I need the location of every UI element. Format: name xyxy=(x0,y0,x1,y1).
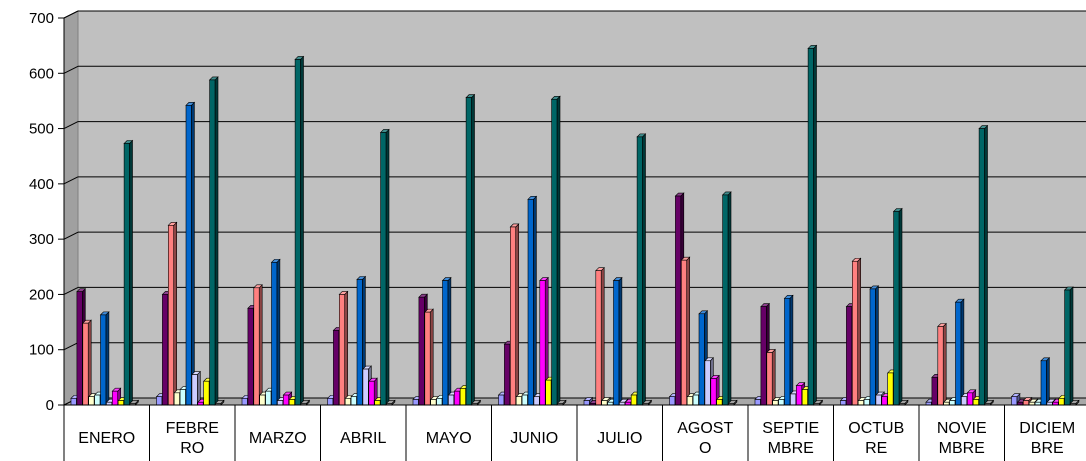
axes xyxy=(63,18,1086,406)
bars xyxy=(70,44,1080,406)
bar xyxy=(813,399,824,406)
y-tick-label: 300 xyxy=(29,231,54,248)
bar xyxy=(595,266,605,406)
bar xyxy=(270,258,281,406)
bar xyxy=(465,93,476,406)
category-label: ABRIL xyxy=(340,430,386,447)
plot-back-wall xyxy=(77,10,1086,399)
category-label: MAYO xyxy=(426,430,472,447)
bar xyxy=(766,348,776,406)
bar xyxy=(550,95,561,406)
category-label: NOVIE MBRE xyxy=(937,420,987,457)
gridline-side xyxy=(63,121,79,130)
bar xyxy=(167,221,178,406)
bar xyxy=(471,399,482,406)
category-label: MARZO xyxy=(249,430,307,447)
gridlines xyxy=(63,10,1086,406)
gridline-side xyxy=(63,286,79,295)
bar xyxy=(680,256,691,406)
bar xyxy=(208,76,219,406)
y-tick-label: 100 xyxy=(29,342,54,359)
bar xyxy=(612,276,623,406)
category-label: AGOST O xyxy=(677,420,733,457)
y-tick-label: 600 xyxy=(29,65,54,82)
bar xyxy=(783,294,794,406)
bar xyxy=(937,322,947,406)
y-tick-label: 400 xyxy=(29,176,54,193)
bar xyxy=(129,399,140,406)
bar xyxy=(253,284,263,406)
bar xyxy=(851,257,862,406)
bar xyxy=(123,139,134,406)
bar xyxy=(99,311,110,406)
bar xyxy=(954,298,965,406)
category-label: FEBRE RO xyxy=(166,420,219,457)
bar xyxy=(984,399,995,406)
bar xyxy=(642,399,653,406)
bar xyxy=(898,399,909,406)
bar xyxy=(892,207,903,406)
bar xyxy=(379,128,390,406)
bar xyxy=(727,399,738,406)
category-label: ENERO xyxy=(78,430,135,447)
y-tick-label: 0 xyxy=(46,397,54,414)
y-tick-label: 700 xyxy=(29,10,54,27)
bar xyxy=(1063,286,1074,406)
bar xyxy=(978,124,989,406)
bar xyxy=(300,399,311,406)
bar xyxy=(82,319,92,406)
category-label: SEPTIE MBRE xyxy=(762,420,819,457)
category-label: DICIEM BRE xyxy=(1019,420,1075,457)
gridline-side xyxy=(63,231,79,240)
bar xyxy=(441,276,452,406)
gridline-side xyxy=(63,10,79,19)
bar xyxy=(185,101,196,406)
category-label: JUNIO xyxy=(510,430,558,447)
bar xyxy=(1040,357,1051,406)
bar xyxy=(338,290,349,406)
bar xyxy=(424,308,434,406)
bar xyxy=(527,195,538,406)
bar xyxy=(807,44,818,406)
gridline-side xyxy=(63,65,79,74)
bar xyxy=(869,285,880,406)
bar xyxy=(294,55,305,406)
y-tick-label: 200 xyxy=(29,286,54,303)
bar xyxy=(721,191,732,406)
bar xyxy=(636,133,647,406)
bar xyxy=(385,399,396,406)
bar xyxy=(1069,399,1080,406)
bar xyxy=(509,223,520,406)
category-label: OCTUB RE xyxy=(848,420,904,457)
bar xyxy=(556,399,567,406)
bar xyxy=(191,370,202,406)
gridline-side xyxy=(63,176,79,185)
bar xyxy=(214,399,225,406)
gridline-side xyxy=(63,342,79,351)
category-table: ENERO FEBRE RO MARZO ABRIL MAYO JUNIO JULIO AGOS… xyxy=(63,405,1075,461)
bar xyxy=(600,396,611,406)
y-tick-label: 500 xyxy=(29,121,54,138)
category-label: JULIO xyxy=(597,430,642,447)
y-axis-ticks: 0 100 200 300 400 500 600 700 xyxy=(29,10,64,414)
